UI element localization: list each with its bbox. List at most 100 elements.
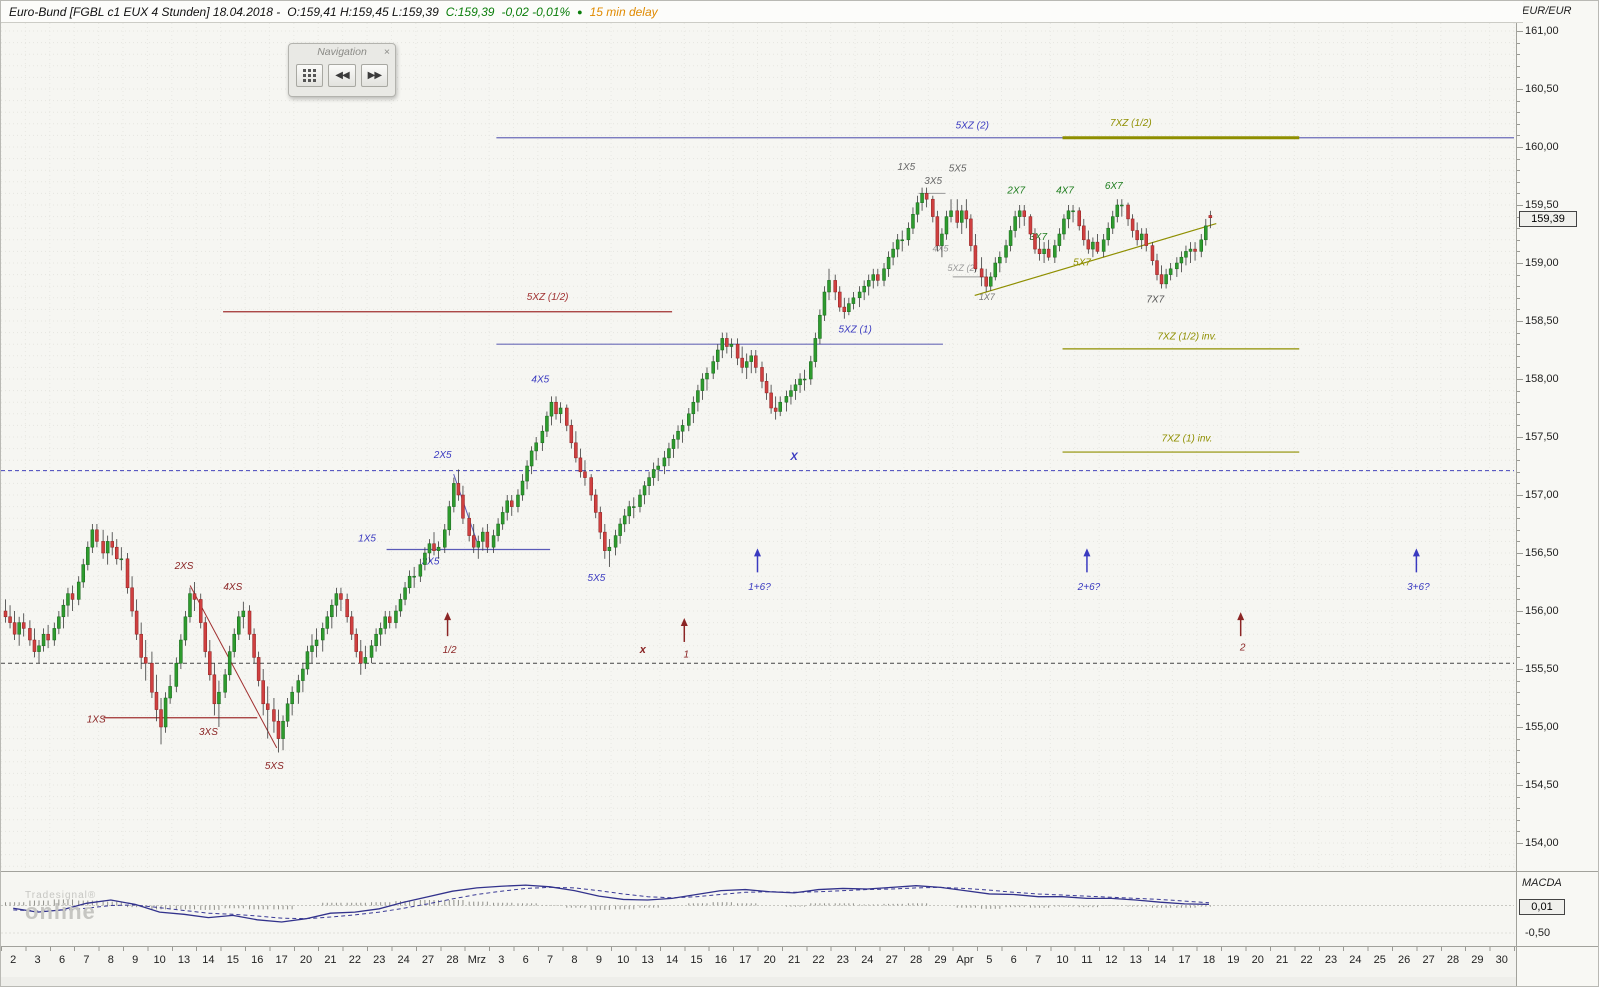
annotation-trendline[interactable] [974,222,1217,297]
candle [500,506,505,530]
annotation-label[interactable]: 3X7 [1029,232,1047,243]
price-axis-tick [1517,587,1520,589]
candle [320,622,325,652]
annotation-label[interactable]: 1X7 [979,292,996,302]
date-axis-label: 13 [1129,954,1142,966]
candle [359,640,363,675]
annotation-label[interactable]: 7X7 [1146,294,1164,305]
price-axis-tick [1517,715,1520,717]
annotation-label[interactable]: 5X5 [949,163,967,174]
annotation-label[interactable]: 4X5 [933,243,950,253]
candle [212,663,217,716]
chart-canvas[interactable]: 1XS 2XS 3XS 4XS 5XS 1X5 2X5 3X5 4X5 5X5 5XZ (1/2) 5… [1,23,1516,871]
candle [471,524,476,553]
annotation-label[interactable]: x [639,644,647,656]
annotation-label[interactable]: 5X7 [1073,257,1091,268]
annotation-label[interactable]: 5XS [265,761,284,772]
date-axis-label: 6 [1010,954,1017,966]
annotation-label[interactable]: 5X5 [588,573,606,584]
candle [851,292,856,310]
annotation-label[interactable]: 4XS [223,582,242,593]
candle [52,622,57,646]
annotation-label[interactable]: 1X5 [358,533,376,544]
annotation-label[interactable]: 2X7 [1006,185,1025,196]
candle [76,576,81,606]
scroll-back-button[interactable]: ◀◀ [328,64,356,87]
chart-area[interactable]: 1XS 2XS 3XS 4XS 5XS 1X5 2X5 3X5 4X5 5X5 5XZ (1/2) 5… [1,23,1516,871]
grid-view-button[interactable] [296,64,324,87]
price-axis-tick [1517,553,1523,554]
annotation-label[interactable]: 5XZ (1/2) [527,292,569,303]
annotation-label[interactable]: 3X5 [924,176,942,187]
price-axis-tick [1517,506,1520,508]
annotation-label[interactable]: 2XS [174,561,194,572]
instrument-title: Euro-Bund [FGBL c1 EUX 4 Stunden] 18.04.… [9,4,281,19]
annotation-label[interactable]: 3X5 [422,557,440,568]
candle [857,286,862,308]
date-axis[interactable]: 2 3 6 7 8 9 10 13 14 15 16 17 20 21 22 23 24 27 28 Mrz 3 6 7 8 9… [1,947,1516,977]
close-icon[interactable]: × [383,46,390,58]
price-axis-tick [1517,251,1520,253]
candle [809,355,813,385]
candle [1115,199,1120,223]
annotation-label[interactable]: 7XZ (1) inv. [1162,434,1213,445]
candle [711,355,715,379]
date-axis-label: 6 [58,954,66,966]
signal-arrow-label[interactable]: 2 [1239,642,1246,653]
candle [618,518,622,544]
price-axis-tick [1517,808,1520,810]
candle [61,599,66,629]
candle [671,434,676,458]
candle [398,593,403,617]
candle [1077,207,1081,231]
candle [1062,214,1066,240]
signal-arrow-label[interactable]: 1/2 [443,645,457,656]
candle [818,309,822,345]
candle [516,489,520,513]
signal-arrow-label[interactable]: 1 [684,649,690,660]
date-axis-label: 20 [1251,954,1264,966]
candle [57,611,61,635]
price-axis-tick [1517,437,1523,438]
annotation-label[interactable]: X [789,451,798,463]
macd-panel[interactable] [1,872,1516,946]
candle [412,566,416,588]
price-axis-tick [1517,135,1520,137]
candle [638,489,642,513]
candle [798,373,802,393]
candle [285,698,290,727]
annotation-label[interactable]: 1X5 [897,162,915,173]
annotation-label[interactable]: 7XZ (1/2) [1110,118,1152,129]
annotation-label[interactable]: 5XZ (2) [956,120,989,131]
price-axis-tick [1517,147,1523,148]
annotation-label[interactable]: 4X5 [531,374,549,385]
candle [1175,257,1179,277]
date-axis-label: 28 [446,954,459,966]
annotation-label[interactable]: 2X5 [433,450,452,461]
candle [217,680,221,727]
annotation-label[interactable]: 7XZ (1/2) inv. [1157,332,1216,343]
annotation-label[interactable]: 5XZ (1) [838,325,871,336]
annotation-label[interactable]: 6X7 [1105,181,1123,192]
navigation-header[interactable]: Navigation × [289,44,395,61]
annotation-trendline[interactable] [189,585,278,749]
annotation-label[interactable]: 1XS [87,714,106,725]
date-axis-label: 15 [690,954,703,966]
annotation-label[interactable]: 5XZ (2) [947,263,977,273]
candle [911,207,915,234]
macd-canvas[interactable] [1,872,1516,946]
candle [363,645,368,669]
macd-axis-label: -0,50 [1525,927,1551,939]
annotation-label[interactable]: 4X7 [1056,185,1074,196]
annotation-label[interactable]: 3XS [199,727,218,738]
scroll-forward-button[interactable]: ▶▶ [360,64,388,87]
signal-arrow-label[interactable]: 1+6? [748,582,771,593]
candle [467,512,471,542]
signal-arrow-label[interactable]: 2+6? [1077,582,1101,593]
candle [1053,239,1057,263]
price-axis[interactable]: EUR/EUR 161,00 160,50 160,00 159,50 159,00 15… [1516,1,1598,986]
annotations[interactable]: 1XS 2XS 3XS 4XS 5XS 1X5 2X5 3X5 4X5 5X5 5XZ (1/2) 5… [1,118,1514,772]
signal-arrow-label[interactable]: 3+6? [1407,582,1430,593]
candle [715,344,720,370]
candlestick-series[interactable] [3,187,1213,753]
